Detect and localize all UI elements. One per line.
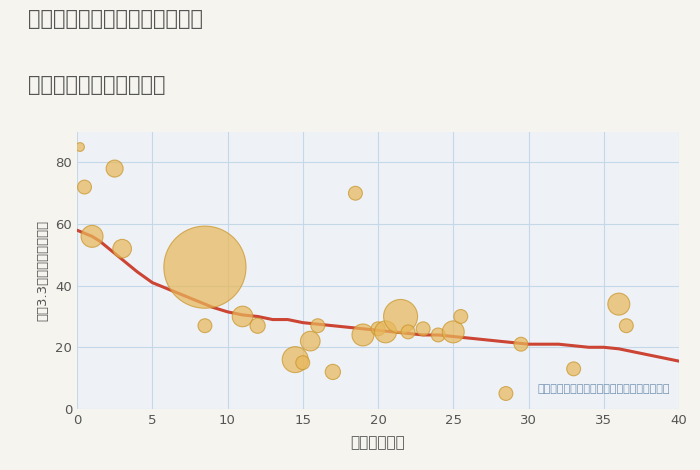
Point <box>568 365 580 373</box>
Point <box>116 245 128 252</box>
Text: 築年数別中古戸建て価格: 築年数別中古戸建て価格 <box>28 75 165 95</box>
Point <box>433 331 444 339</box>
Point <box>74 143 85 151</box>
Point <box>613 300 624 308</box>
Point <box>448 328 459 336</box>
Point <box>515 340 526 348</box>
Point <box>304 337 316 345</box>
Point <box>290 356 301 363</box>
Point <box>372 325 384 333</box>
Point <box>312 322 323 329</box>
Point <box>328 368 339 376</box>
Point <box>357 331 368 339</box>
Point <box>87 233 98 240</box>
Point <box>252 322 263 329</box>
X-axis label: 築年数（年）: 築年数（年） <box>351 435 405 450</box>
Point <box>455 313 466 320</box>
Point <box>199 263 211 271</box>
Point <box>417 325 428 333</box>
Point <box>237 313 248 320</box>
Point <box>402 328 414 336</box>
Text: 三重県松阪市嬉野川原木造町の: 三重県松阪市嬉野川原木造町の <box>28 9 203 30</box>
Point <box>380 328 391 336</box>
Point <box>79 183 90 191</box>
Point <box>350 189 361 197</box>
Y-axis label: 坪（3.3㎡）単価（万円）: 坪（3.3㎡）単価（万円） <box>36 219 50 321</box>
Point <box>199 322 211 329</box>
Point <box>621 322 632 329</box>
Point <box>109 165 120 172</box>
Text: 円の大きさは、取引のあった物件面積を示す: 円の大きさは、取引のあった物件面積を示す <box>538 384 670 394</box>
Point <box>395 313 406 320</box>
Point <box>500 390 512 397</box>
Point <box>297 359 308 367</box>
